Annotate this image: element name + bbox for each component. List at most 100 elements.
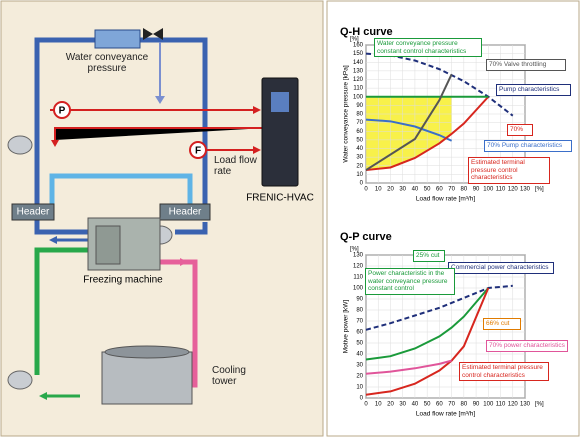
flow-meter bbox=[189, 141, 207, 159]
x-tick-label: 60 bbox=[436, 402, 443, 408]
y-axis-label: Water conveyance pressure [kPa] bbox=[343, 65, 350, 162]
y-tick-label: 20 bbox=[356, 374, 363, 380]
x-tick-label: 130 bbox=[520, 187, 531, 193]
x-tick-label: 100 bbox=[483, 402, 494, 408]
y-tick-label: 100 bbox=[353, 286, 364, 292]
freezing-machine-part bbox=[95, 225, 121, 265]
y-tick-label: 20 bbox=[356, 163, 363, 169]
y-tick-label: 110 bbox=[353, 86, 363, 92]
pressure-label: Water conveyance pressure bbox=[65, 52, 149, 74]
y-tick-label: 130 bbox=[353, 253, 364, 259]
annotation: 25% cut bbox=[413, 250, 445, 262]
arrowhead bbox=[51, 140, 59, 147]
valve bbox=[143, 28, 163, 40]
arrowhead bbox=[155, 96, 165, 104]
inverter-display bbox=[271, 92, 289, 112]
y-tick-label: 60 bbox=[356, 330, 363, 336]
series-line bbox=[365, 359, 452, 375]
series-line bbox=[365, 118, 453, 142]
annotation: 66% cut bbox=[483, 318, 521, 330]
pipe bbox=[34, 37, 208, 228]
series-callout: Power characteristic in the water convey… bbox=[365, 268, 455, 295]
y-tick-label: 70 bbox=[356, 120, 363, 126]
x-tick-label: 20 bbox=[387, 187, 394, 193]
pipe bbox=[34, 222, 100, 235]
meter-label: F bbox=[195, 146, 201, 157]
y-tick-label: 50 bbox=[356, 137, 363, 143]
y-tick-label: 90 bbox=[356, 103, 363, 109]
series-line bbox=[365, 287, 490, 361]
chart-title: Q-P curve bbox=[340, 231, 392, 243]
x-tick-label: 130 bbox=[520, 402, 531, 408]
y-tick-label: 120 bbox=[353, 77, 364, 83]
arrowhead bbox=[253, 106, 261, 114]
x-tick-label: 20 bbox=[387, 402, 394, 408]
arrowhead bbox=[39, 392, 47, 400]
y-tick-label: 0 bbox=[360, 396, 364, 402]
pump bbox=[7, 135, 33, 155]
inverter-label: FRENIC-HVAC bbox=[246, 193, 314, 204]
x-tick-label: 0 bbox=[364, 402, 368, 408]
y-tick-label: 40 bbox=[356, 352, 363, 358]
x-tick-label: 50 bbox=[424, 402, 431, 408]
series-callout: Estimated terminal pressure control char… bbox=[459, 362, 549, 381]
y-tick-label: 130 bbox=[353, 68, 364, 74]
x-tick-label: 10 bbox=[375, 402, 382, 408]
y-tick-label: 60 bbox=[356, 129, 363, 135]
pipe bbox=[34, 247, 100, 375]
y-tick-label: 90 bbox=[356, 297, 363, 303]
x-tick-label: 120 bbox=[508, 402, 519, 408]
header-box bbox=[159, 203, 211, 221]
cooling-tower-top bbox=[104, 345, 190, 359]
series-line bbox=[365, 287, 490, 396]
y-tick-label: 30 bbox=[356, 363, 363, 369]
series-line bbox=[365, 96, 490, 172]
arrowhead bbox=[253, 146, 261, 154]
header-label: Header bbox=[17, 207, 50, 218]
series-callout: 70% Pump characteristics bbox=[484, 140, 572, 152]
y-tick-label: 80 bbox=[356, 308, 363, 314]
x-tick-label: 80 bbox=[461, 402, 468, 408]
y-tick-label: 120 bbox=[353, 264, 364, 270]
y-tick-label: 110 bbox=[353, 275, 363, 281]
x-tick-label: 30 bbox=[399, 402, 406, 408]
x-tick-label: 80 bbox=[461, 187, 468, 193]
x-tick-label: 30 bbox=[399, 187, 406, 193]
x-axis-label: Load flow rate [m³/h] bbox=[416, 411, 475, 418]
tower-label: Cooling tower bbox=[212, 365, 246, 387]
cooling-tower bbox=[101, 351, 193, 405]
pressure-sensor bbox=[94, 29, 141, 49]
y-tick-label: 40 bbox=[356, 146, 363, 152]
pipe bbox=[49, 173, 193, 205]
x-tick-label: 70 bbox=[448, 187, 455, 193]
x-tick-label: 70 bbox=[448, 402, 455, 408]
x-tick-label: 50 bbox=[424, 187, 431, 193]
annotation: 70% bbox=[507, 124, 533, 136]
y-tick-label: 10 bbox=[356, 385, 363, 391]
signal-line bbox=[54, 127, 265, 140]
y-unit: [%] bbox=[350, 247, 359, 253]
x-unit: [%] bbox=[535, 402, 544, 408]
y-unit: [%] bbox=[350, 37, 359, 43]
pump bbox=[7, 370, 33, 390]
gauge-label: P bbox=[59, 106, 66, 117]
series-callout: Estimated terminal pressure control char… bbox=[468, 157, 550, 184]
x-unit: [%] bbox=[535, 187, 544, 193]
x-tick-label: 40 bbox=[412, 187, 419, 193]
arrowhead bbox=[180, 258, 188, 266]
y-tick-label: 140 bbox=[353, 60, 364, 66]
pressure-gauge bbox=[53, 101, 71, 119]
chart-title: Q-H curve bbox=[340, 26, 393, 38]
y-tick-label: 160 bbox=[353, 43, 364, 49]
series-callout: 70% power characteristics bbox=[486, 340, 568, 352]
y-tick-label: 10 bbox=[356, 172, 363, 178]
x-tick-label: 0 bbox=[364, 187, 368, 193]
x-tick-label: 60 bbox=[436, 187, 443, 193]
series-line bbox=[365, 73, 453, 171]
x-tick-label: 110 bbox=[496, 187, 506, 193]
header-label: Header bbox=[169, 207, 202, 218]
y-tick-label: 80 bbox=[356, 112, 363, 118]
series-callout: Pump characteristics bbox=[496, 84, 571, 96]
x-tick-label: 90 bbox=[473, 402, 480, 408]
